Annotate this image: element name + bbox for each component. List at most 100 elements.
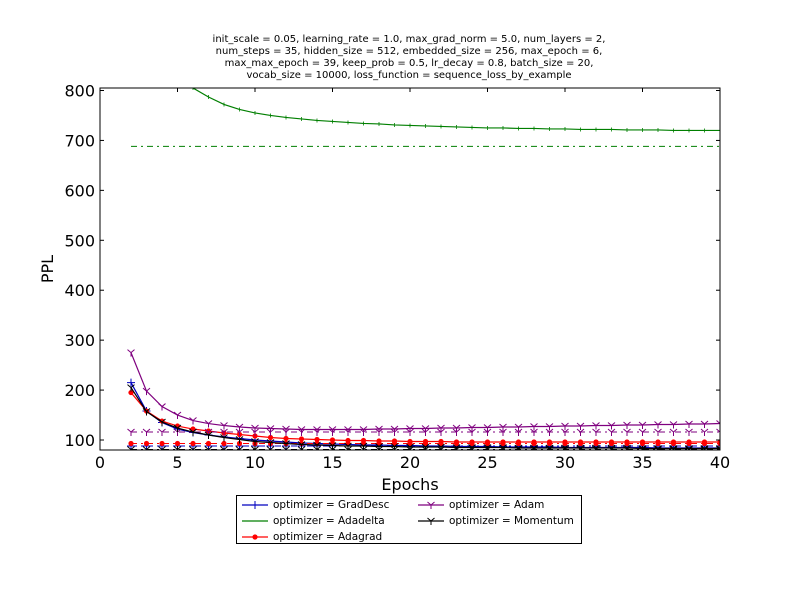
- x-tick-label: 35: [632, 453, 652, 472]
- valid-point: [608, 440, 615, 447]
- valid-point: [235, 446, 244, 450]
- train-point: [716, 445, 720, 450]
- train-point: [205, 428, 212, 434]
- train-point: [251, 438, 259, 446]
- valid-point: [669, 428, 678, 437]
- valid-point: [328, 446, 337, 450]
- train-point: [251, 424, 259, 433]
- valid-point: [468, 428, 476, 437]
- valid-point: [561, 428, 569, 437]
- train-point: [158, 418, 166, 427]
- valid-point: [638, 428, 647, 437]
- legend-swatch: [242, 520, 268, 522]
- legend-label: optimizer = GradDesc: [273, 499, 390, 511]
- x-tick-label: 40: [710, 453, 730, 472]
- title-line-1: init_scale = 0.05, learning_rate = 1.0, …: [212, 34, 606, 45]
- train-point: [127, 349, 135, 357]
- valid-point: [700, 428, 709, 437]
- valid-point: [407, 440, 413, 447]
- train-point: [204, 431, 213, 440]
- train-point: [623, 444, 631, 450]
- valid-point: [437, 446, 445, 450]
- train-point: [685, 420, 693, 429]
- valid-point: [638, 446, 647, 450]
- train-point: [220, 434, 228, 442]
- valid-point: [623, 446, 631, 450]
- train-point: [189, 417, 197, 425]
- train-point: [142, 387, 151, 396]
- x-tick-label: 15: [322, 453, 342, 472]
- valid-point: [530, 446, 538, 450]
- valid-point: [421, 428, 430, 437]
- y-tick-label: 700: [64, 131, 95, 150]
- valid-point: [437, 428, 445, 437]
- valid-point: [390, 446, 399, 450]
- legend-item: optimizer = GradDesc: [241, 497, 389, 513]
- valid-point: [359, 446, 368, 450]
- valid-point: [438, 440, 444, 447]
- train-point: [235, 423, 244, 432]
- train-point: [220, 422, 228, 430]
- valid-point: [159, 440, 165, 447]
- valid-point: [452, 446, 461, 450]
- series-optimizer---adagrad: [128, 389, 720, 447]
- train-point: [204, 420, 213, 428]
- valid-point: [483, 428, 492, 437]
- train-point: [530, 423, 538, 431]
- plot-frame: [99, 87, 721, 451]
- train-point: [127, 378, 135, 387]
- train-line: [130, 352, 720, 431]
- valid-point: [624, 440, 630, 447]
- valid-point: [453, 440, 460, 447]
- valid-point: [546, 440, 553, 447]
- legend-label: optimizer = Adagrad: [273, 531, 383, 543]
- valid-point: [421, 446, 430, 450]
- x-tick-label: 0: [95, 453, 105, 472]
- legend-label: optimizer = Adam: [449, 499, 545, 511]
- valid-point: [204, 446, 213, 450]
- valid-point: [623, 428, 631, 437]
- valid-point: [360, 440, 367, 447]
- valid-point: [220, 446, 228, 450]
- valid-point: [127, 446, 135, 450]
- valid-point: [561, 446, 569, 450]
- valid-point: [469, 440, 475, 447]
- valid-point: [173, 446, 182, 450]
- train-point: [173, 411, 182, 420]
- train-point: [654, 421, 662, 429]
- train-point: [298, 436, 305, 442]
- valid-point: [716, 446, 720, 450]
- valid-point: [639, 440, 646, 447]
- valid-point: [686, 440, 692, 447]
- title-line-2: num_steps = 35, hidden_size = 512, embed…: [215, 46, 603, 57]
- valid-point: [716, 428, 720, 437]
- valid-point: [545, 428, 554, 437]
- title-line-4: vocab_size = 10000, loss_function = sequ…: [246, 70, 572, 81]
- train-point: [158, 403, 166, 411]
- valid-point: [344, 428, 352, 437]
- valid-point: [328, 428, 337, 437]
- valid-point: [190, 440, 196, 447]
- valid-point: [577, 440, 584, 447]
- valid-point: [592, 446, 600, 450]
- train-point: [127, 384, 135, 392]
- x-tick-label: 20: [400, 453, 420, 472]
- plot-area: [127, 88, 720, 450]
- train-point: [561, 422, 569, 431]
- train-point: [592, 444, 600, 450]
- valid-point: [158, 428, 166, 437]
- valid-point: [607, 446, 616, 450]
- valid-point: [221, 440, 227, 447]
- valid-point: [235, 428, 244, 437]
- valid-point: [313, 446, 321, 450]
- title-line-3: max_max_epoch = 39, keep_prob = 0.5, lr_…: [224, 58, 594, 69]
- x-tick-label: 25: [477, 453, 497, 472]
- valid-point: [654, 446, 662, 450]
- legend-swatch: [242, 501, 268, 509]
- legend-label: optimizer = Adadelta: [273, 515, 385, 527]
- valid-point: [484, 440, 491, 447]
- train-point: [189, 428, 197, 437]
- train-point: [452, 424, 461, 433]
- valid-point: [670, 440, 677, 447]
